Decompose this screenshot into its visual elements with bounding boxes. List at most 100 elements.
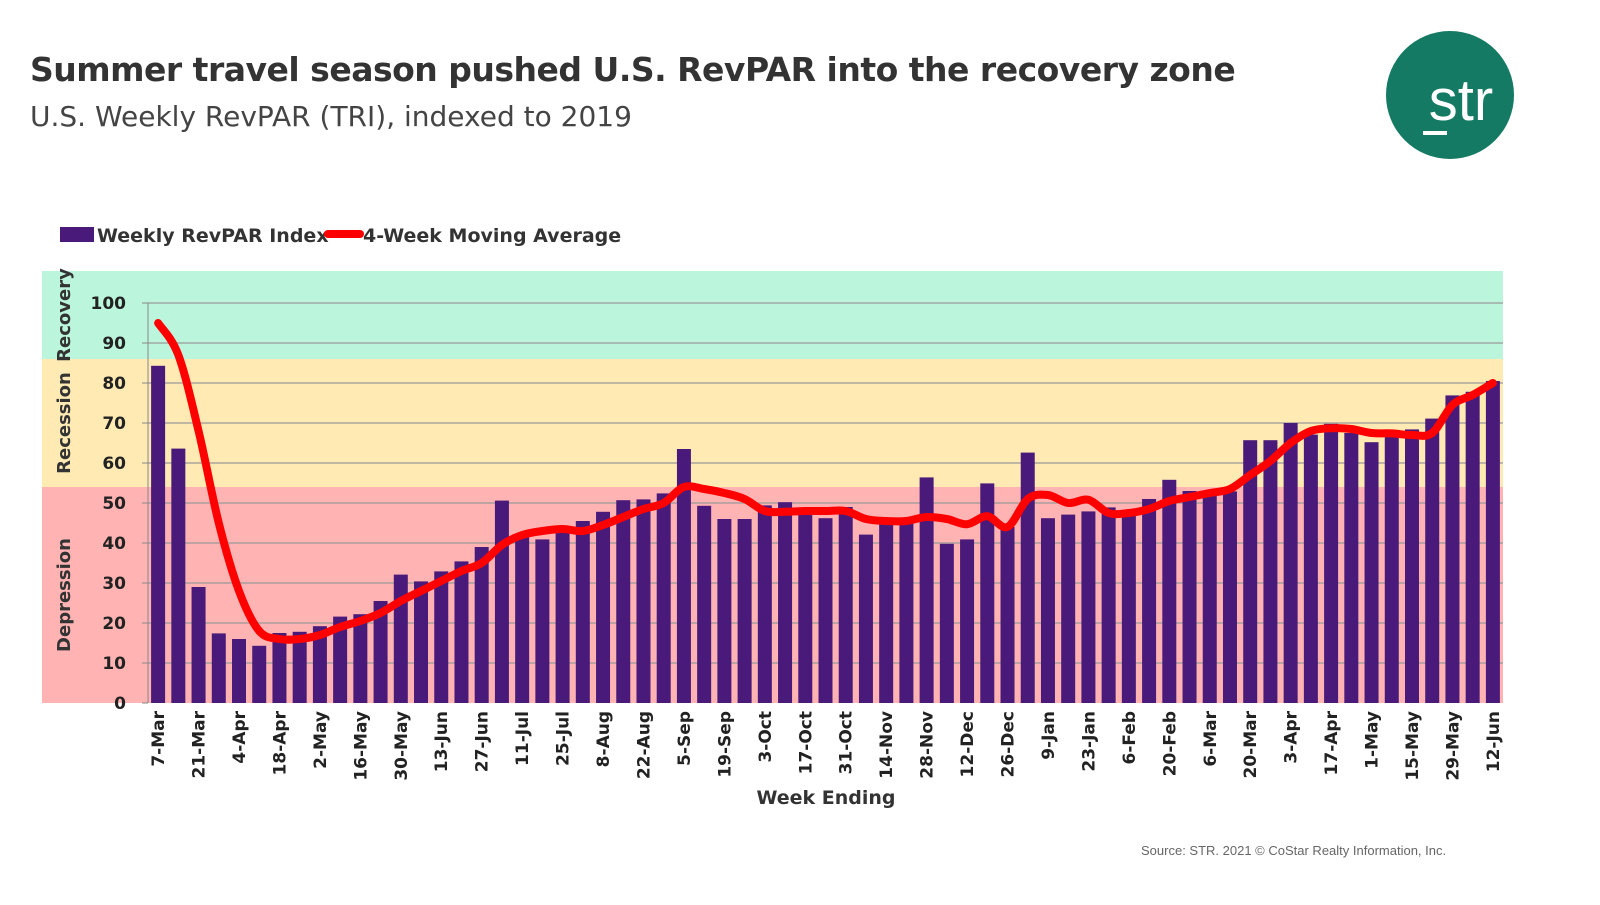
bar bbox=[535, 539, 550, 703]
moving-average-line bbox=[154, 319, 1497, 644]
legend-label-line: 4-Week Moving Average bbox=[363, 225, 621, 247]
zone-band-recovery bbox=[42, 271, 1503, 359]
str-logo: str bbox=[1386, 31, 1514, 159]
zone-labels: Depression Recession Recovery bbox=[54, 268, 75, 652]
bar bbox=[211, 633, 226, 703]
x-tick-label: 6-Feb bbox=[1120, 711, 1140, 765]
bar bbox=[171, 448, 186, 703]
bar bbox=[1222, 491, 1237, 703]
x-tick-label: 12-Jun bbox=[1484, 711, 1504, 772]
x-tick-label: 31-Oct bbox=[837, 711, 857, 774]
x-tick-label: 8-Aug bbox=[594, 711, 614, 767]
y-tick-label: 70 bbox=[102, 414, 126, 434]
x-tick-label: 7-Mar bbox=[149, 710, 169, 766]
bar bbox=[393, 574, 408, 703]
bar bbox=[798, 514, 813, 703]
x-tick-label: 21-Mar bbox=[190, 710, 210, 778]
bar bbox=[939, 543, 954, 703]
bar bbox=[1303, 434, 1318, 703]
bar bbox=[778, 502, 793, 703]
bar bbox=[1364, 442, 1379, 703]
bar bbox=[292, 631, 307, 703]
bar bbox=[879, 523, 894, 703]
x-axis-title: Week Ending bbox=[756, 787, 895, 809]
x-tick-label: 6-Mar bbox=[1201, 710, 1221, 766]
bar bbox=[676, 449, 691, 703]
bar bbox=[818, 518, 833, 703]
bar bbox=[1061, 514, 1076, 703]
bar bbox=[1020, 452, 1035, 703]
bar bbox=[1162, 479, 1177, 703]
x-tick-label: 3-Apr bbox=[1282, 710, 1302, 763]
x-tick-label: 17-Oct bbox=[796, 711, 816, 774]
bar bbox=[1283, 423, 1298, 703]
bar bbox=[414, 581, 429, 703]
bar bbox=[1404, 429, 1419, 703]
bar bbox=[575, 521, 590, 703]
x-tick-label: 11-Jul bbox=[513, 711, 533, 766]
legend: Weekly RevPAR Index 4-Week Moving Averag… bbox=[60, 225, 621, 247]
x-tick-label: 22-Aug bbox=[634, 711, 654, 779]
x-tick-label: 23-Jan bbox=[1079, 711, 1099, 772]
bar bbox=[737, 519, 752, 703]
x-tick-label: 18-Apr bbox=[270, 710, 290, 775]
bar bbox=[494, 500, 509, 703]
bar bbox=[1000, 527, 1015, 703]
bar bbox=[333, 616, 348, 703]
x-tick-label: 14-Nov bbox=[877, 711, 897, 779]
y-tick-label: 50 bbox=[102, 494, 126, 514]
x-tick-label: 9-Jan bbox=[1039, 711, 1059, 760]
bar bbox=[454, 561, 469, 703]
y-tick-label: 100 bbox=[91, 294, 127, 314]
bar bbox=[838, 507, 853, 703]
x-tick-label: 25-Jul bbox=[554, 711, 574, 766]
bar bbox=[1425, 418, 1440, 703]
source-note: Source: STR. 2021 © CoStar Realty Inform… bbox=[1141, 843, 1447, 858]
logo-text: str bbox=[1429, 68, 1493, 133]
bar bbox=[232, 639, 247, 703]
legend-swatch-bars bbox=[60, 227, 94, 242]
x-tick-label: 16-May bbox=[351, 711, 371, 781]
y-tick-label: 30 bbox=[102, 574, 126, 594]
x-tick-label: 1-May bbox=[1363, 711, 1383, 769]
y-tick-label: 20 bbox=[102, 614, 126, 634]
bar bbox=[717, 519, 732, 703]
y-tick-label: 60 bbox=[102, 454, 126, 474]
y-tick-label: 90 bbox=[102, 334, 126, 354]
x-tick-label: 15-May bbox=[1403, 711, 1423, 781]
bar bbox=[353, 614, 368, 703]
bar bbox=[1040, 518, 1055, 703]
x-tick-label: 12-Dec bbox=[958, 711, 978, 777]
bar bbox=[434, 571, 449, 703]
logo-underline bbox=[1423, 131, 1447, 135]
x-tick-label: 27-Jun bbox=[473, 711, 493, 772]
x-tick-label: 13-Jun bbox=[432, 711, 452, 772]
logo-circle bbox=[1386, 31, 1514, 159]
bar bbox=[272, 633, 287, 703]
y-axis-ticks: 0 10 20 30 40 50 60 70 80 90 100 bbox=[91, 294, 148, 714]
chart-subtitle: U.S. Weekly RevPAR (TRI), indexed to 201… bbox=[30, 100, 632, 133]
bar bbox=[555, 526, 570, 703]
bar bbox=[1081, 511, 1096, 703]
bar bbox=[1182, 491, 1197, 703]
x-tick-label: 20-Feb bbox=[1160, 711, 1180, 776]
y-tick-label: 80 bbox=[102, 374, 126, 394]
zone-label-recession: Recession bbox=[54, 372, 75, 474]
bar bbox=[636, 499, 651, 703]
bar bbox=[919, 477, 934, 703]
y-tick-label: 40 bbox=[102, 534, 126, 554]
x-tick-label: 4-Apr bbox=[230, 710, 250, 763]
bar bbox=[757, 505, 772, 703]
bar bbox=[515, 534, 530, 703]
bar bbox=[252, 645, 267, 703]
bar bbox=[1344, 433, 1359, 703]
bar bbox=[151, 365, 166, 703]
bar bbox=[960, 539, 975, 703]
x-tick-label: 28-Nov bbox=[918, 711, 938, 779]
bar bbox=[1121, 513, 1136, 703]
bar bbox=[1142, 499, 1157, 703]
chart-title: Summer travel season pushed U.S. RevPAR … bbox=[30, 50, 1236, 89]
bar bbox=[1485, 381, 1500, 703]
legend-label-bars: Weekly RevPAR Index bbox=[97, 225, 329, 247]
